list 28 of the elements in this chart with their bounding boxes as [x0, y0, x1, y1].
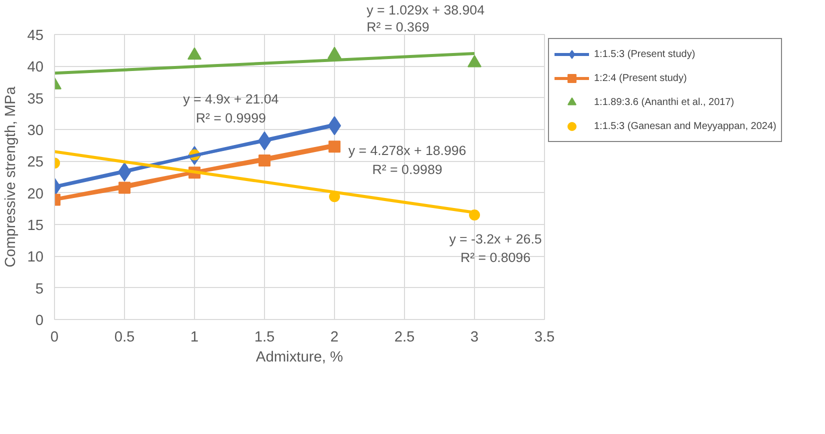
- y-tick-label: 20: [27, 186, 44, 202]
- x-tick-label: 0.5: [114, 330, 135, 346]
- text: y = 1.029x + 38.904 R² = 0.369: [366, 2, 486, 34]
- y-tick-label: 10: [27, 250, 44, 266]
- y-axis-title: Compressive strength, MPa: [3, 86, 20, 268]
- legend-label: 1:2:4 (Present study): [594, 72, 687, 84]
- x-tick-label: 2: [330, 330, 339, 346]
- y-tick-label: 0: [35, 313, 44, 329]
- y-tick-label: 35: [27, 91, 44, 108]
- y-tick-label: 15: [27, 218, 44, 234]
- legend-label: 1:1.5:3 (Present study): [594, 48, 696, 60]
- x-axis-title: Admixture, %: [256, 350, 344, 366]
- legend-label: 1:1.5:3 (Ganesan and Meyyappan, 2024): [594, 120, 776, 132]
- x-tick-label: 0: [50, 330, 59, 346]
- x-tick-label: 1.5: [254, 330, 275, 346]
- annotation: y = -3.2x + 26.5 R² = 0.8096: [449, 231, 542, 266]
- y-tick-label: 40: [27, 60, 44, 76]
- y-tick-label: 5: [35, 281, 44, 298]
- annotation: y = 4.278x + 18.996 R² = 0.9989: [348, 143, 466, 177]
- y-tick-label: 45: [27, 28, 44, 44]
- x-tick-label: 1: [190, 330, 199, 346]
- x-tick-label: 3.5: [534, 330, 555, 346]
- x-tick-label: 2.5: [394, 330, 415, 346]
- y-tick-label: 30: [27, 123, 44, 139]
- annotation: y = 4.9x + 21.04 R² = 0.9999: [183, 92, 280, 126]
- x-tick-label: 3: [470, 330, 479, 346]
- legend-label: 1:1.89:3.6 (Ananthi et al., 2017): [594, 96, 734, 108]
- y-tick-label: 25: [27, 154, 44, 171]
